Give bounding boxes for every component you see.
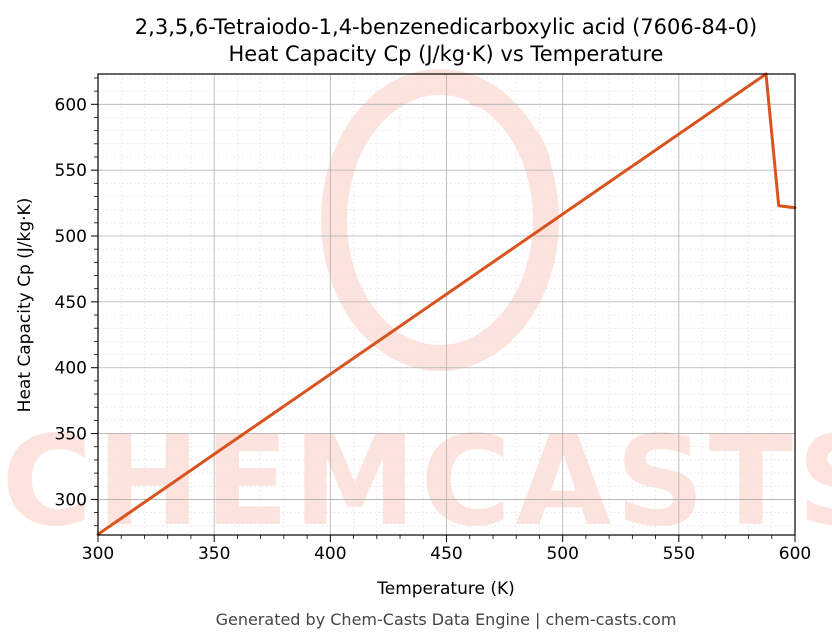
- footer-credit: Generated by Chem-Casts Data Engine | ch…: [216, 610, 677, 629]
- series-layer: [96, 72, 797, 536]
- x-tick-label: 600: [779, 544, 811, 564]
- y-tick-label: 600: [55, 95, 87, 115]
- x-tick-label: 550: [663, 544, 695, 564]
- y-tick-label: 300: [55, 490, 87, 510]
- x-tick-label: 450: [430, 544, 462, 564]
- y-axis-label: Heat Capacity Cp (J/kg·K): [15, 198, 35, 413]
- chart-title-line2: Heat Capacity Cp (J/kg·K) vs Temperature: [229, 42, 664, 66]
- y-tick-label: 400: [55, 359, 87, 379]
- x-axis-label: Temperature (K): [376, 579, 515, 599]
- y-tick-label: 500: [55, 227, 87, 247]
- x-tick-label: 400: [314, 544, 346, 564]
- watermark-logo-icon: [321, 69, 559, 371]
- y-tick-label: 550: [55, 161, 87, 181]
- watermark: CHEMCASTS: [1, 69, 832, 554]
- x-tick-label: 500: [546, 544, 578, 564]
- y-tick-label: 450: [55, 293, 87, 313]
- x-tick-label: 300: [82, 544, 114, 564]
- series-line: [96, 72, 797, 536]
- axis-ticks: 300 350 400 450 500 550 600 300 350 400 450 500 550 6…: [55, 77, 811, 564]
- watermark-text: CHEMCASTS: [1, 410, 832, 554]
- x-tick-label: 350: [198, 544, 230, 564]
- y-tick-label: 350: [55, 425, 87, 445]
- chart-title-line1: 2,3,5,6-Tetraiodo-1,4-benzenedicarboxyli…: [135, 15, 757, 39]
